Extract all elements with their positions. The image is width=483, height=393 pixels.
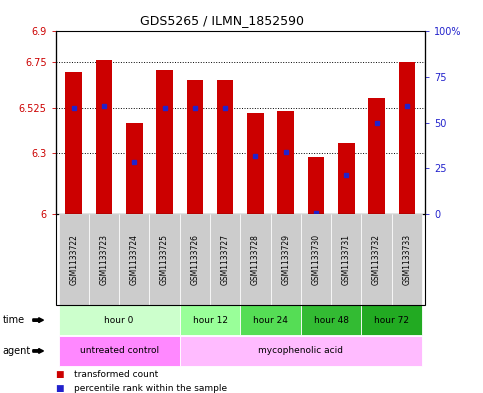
Bar: [247, 113, 264, 214]
Text: GSM1133731: GSM1133731: [342, 234, 351, 285]
Text: GSM1133725: GSM1133725: [160, 234, 169, 285]
Bar: [156, 70, 173, 214]
Text: hour 12: hour 12: [193, 316, 227, 325]
Bar: [186, 80, 203, 214]
Bar: [96, 60, 113, 214]
Bar: [65, 72, 82, 214]
Text: hour 72: hour 72: [374, 316, 409, 325]
Text: GSM1133729: GSM1133729: [281, 234, 290, 285]
Bar: [338, 143, 355, 214]
Text: GSM1133722: GSM1133722: [69, 234, 78, 285]
Text: GSM1133724: GSM1133724: [130, 234, 139, 285]
Bar: [217, 80, 233, 214]
Bar: [126, 123, 142, 214]
Text: hour 0: hour 0: [104, 316, 134, 325]
Text: transformed count: transformed count: [74, 370, 158, 378]
Bar: [368, 98, 385, 214]
Text: GSM1133727: GSM1133727: [221, 234, 229, 285]
Text: untreated control: untreated control: [80, 347, 159, 355]
Text: GSM1133728: GSM1133728: [251, 234, 260, 285]
Text: mycophenolic acid: mycophenolic acid: [258, 347, 343, 355]
Text: GDS5265 / ILMN_1852590: GDS5265 / ILMN_1852590: [140, 14, 304, 27]
Bar: [277, 111, 294, 214]
Text: GSM1133726: GSM1133726: [190, 234, 199, 285]
Text: time: time: [2, 315, 25, 325]
Text: percentile rank within the sample: percentile rank within the sample: [74, 384, 227, 393]
Bar: [398, 62, 415, 214]
Text: GSM1133730: GSM1133730: [312, 234, 321, 285]
Text: GSM1133733: GSM1133733: [402, 234, 412, 285]
Text: ■: ■: [56, 384, 64, 393]
Bar: [308, 157, 325, 214]
Text: hour 48: hour 48: [313, 316, 349, 325]
Text: agent: agent: [2, 346, 30, 356]
Text: GSM1133723: GSM1133723: [99, 234, 109, 285]
Text: ■: ■: [56, 370, 64, 378]
Text: GSM1133732: GSM1133732: [372, 234, 381, 285]
Text: hour 24: hour 24: [253, 316, 288, 325]
